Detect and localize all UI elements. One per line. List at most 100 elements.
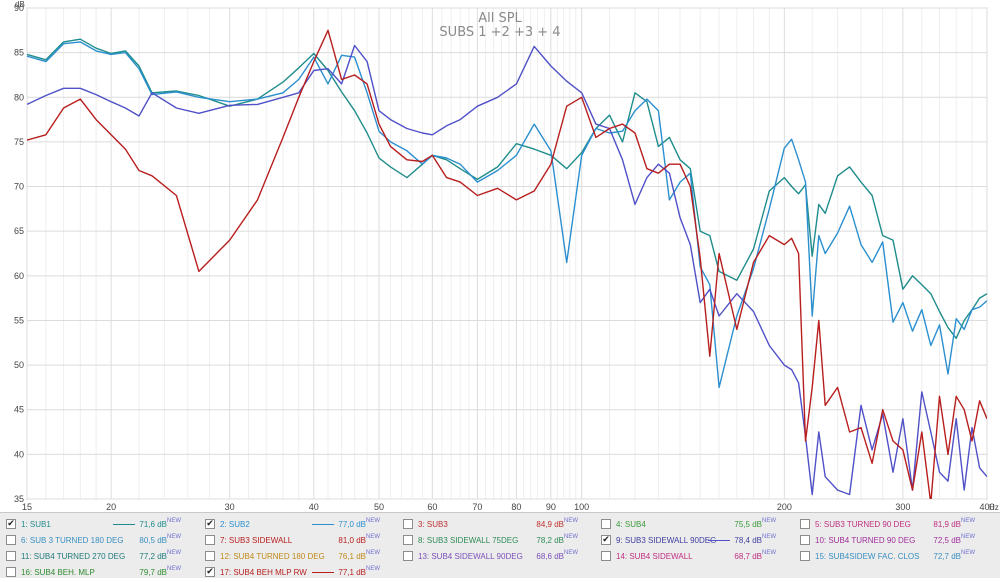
legend-new-tag: NEW bbox=[366, 550, 380, 556]
legend-item[interactable]: 14: SUB4 SIDEWALL 68,7 dBNEW bbox=[601, 547, 793, 566]
legend-checkbox[interactable]: ✔ bbox=[601, 535, 611, 545]
legend-row: ✔ 1: SUB1 71,6 dBNEW ✔ 2: SUB2 77,0 dBNEW 3: S… bbox=[0, 515, 1000, 534]
plot-area-background bbox=[26, 7, 988, 500]
legend-item[interactable]: ✔ 2: SUB2 77,0 dBNEW bbox=[205, 515, 397, 534]
series-line-sub4-beh-mlp-rw bbox=[27, 29, 987, 499]
legend-new-tag: NEW bbox=[961, 518, 975, 524]
x-tick-label: 30 bbox=[225, 502, 235, 512]
legend-checkbox[interactable] bbox=[6, 551, 16, 561]
legend-value: 78,2 dBNEW bbox=[536, 534, 578, 545]
legend-label: 13: SUB4 SIDEWALL 90DEG bbox=[418, 552, 523, 561]
legend-value: 77,0 dBNEW bbox=[338, 518, 380, 529]
legend-label: 14: SUB4 SIDEWALL bbox=[616, 552, 693, 561]
legend-item[interactable]: 13: SUB4 SIDEWALL 90DEG 68,6 dBNEW bbox=[403, 547, 595, 566]
x-tick-label: 90 bbox=[546, 502, 556, 512]
legend-label: 15: SUB4SIDEW FAC. CLOS bbox=[815, 552, 920, 561]
axis-ticks: 15 20 30 40 50 60 70 80 90 100 200 300 400 35 40 45 50 55… bbox=[14, 3, 995, 512]
legend-new-tag: NEW bbox=[762, 518, 776, 524]
legend-checkbox[interactable] bbox=[6, 535, 16, 545]
legend-item[interactable]: ✔ 17: SUB4 BEH MLP RW 77,1 dBNEW bbox=[205, 563, 397, 582]
legend-value: 76,1 dBNEW bbox=[338, 550, 380, 561]
legend-checkbox[interactable]: ✔ bbox=[205, 519, 215, 529]
x-tick-label: 100 bbox=[574, 502, 589, 512]
legend-checkbox[interactable] bbox=[601, 519, 611, 529]
legend-item[interactable]: 6: SUB 3 TURNED 180 DEG 80,5 dBNEW bbox=[6, 531, 198, 550]
legend-item[interactable]: 10: SUB4 TURNED 90 DEG 72,5 dBNEW bbox=[800, 531, 992, 550]
legend-checkbox[interactable] bbox=[800, 535, 810, 545]
legend-value: 77,2 dBNEW bbox=[139, 550, 181, 561]
x-tick-label: 20 bbox=[106, 502, 116, 512]
legend-value: 72,7 dBNEW bbox=[933, 550, 975, 561]
legend-line-swatch bbox=[113, 524, 135, 525]
legend-checkbox[interactable] bbox=[205, 551, 215, 561]
legend-line-swatch bbox=[312, 572, 334, 573]
y-tick-label: 75 bbox=[14, 137, 24, 147]
legend-item[interactable]: 8: SUB3 SIDEWALL 75DEG 78,2 dBNEW bbox=[403, 531, 595, 550]
legend-checkbox[interactable] bbox=[6, 567, 16, 577]
legend-new-tag: NEW bbox=[564, 518, 578, 524]
legend-new-tag: NEW bbox=[167, 566, 181, 572]
legend-checkbox[interactable]: ✔ bbox=[205, 567, 215, 577]
legend-item[interactable]: 11: SUB4 TURNED 270 DEG 77,2 dBNEW bbox=[6, 547, 198, 566]
legend-label: 12: SUB4 TURNED 180 DEG bbox=[220, 552, 325, 561]
legend-label: 9: SUB3 SIDEWALL 90DEG bbox=[616, 536, 717, 545]
y-tick-label: 35 bbox=[14, 494, 24, 504]
y-tick-label: 60 bbox=[14, 271, 24, 281]
legend-item[interactable]: 7: SUB3 SIDEWALL 81,0 dBNEW bbox=[205, 531, 397, 550]
legend-item[interactable]: 12: SUB4 TURNED 180 DEG 76,1 dBNEW bbox=[205, 547, 397, 566]
x-tick-label: 300 bbox=[895, 502, 910, 512]
legend-item[interactable]: ✔ 1: SUB1 71,6 dBNEW bbox=[6, 515, 198, 534]
legend-checkbox[interactable] bbox=[601, 551, 611, 561]
x-tick-label: 60 bbox=[427, 502, 437, 512]
legend-value: 68,7 dBNEW bbox=[734, 550, 776, 561]
legend-checkbox[interactable] bbox=[403, 535, 413, 545]
legend-checkbox[interactable] bbox=[205, 535, 215, 545]
series-line-sub3-sidewall-90deg bbox=[27, 44, 987, 496]
y-tick-label: 90 bbox=[14, 3, 24, 13]
legend-checkbox[interactable]: ✔ bbox=[6, 519, 16, 529]
legend-label: 8: SUB3 SIDEWALL 75DEG bbox=[418, 536, 519, 545]
x-tick-label: 40 bbox=[309, 502, 319, 512]
grid-lines bbox=[26, 7, 988, 500]
legend-line-swatch bbox=[708, 540, 730, 541]
y-tick-label: 80 bbox=[14, 92, 24, 102]
x-tick-label: 50 bbox=[374, 502, 384, 512]
legend-item[interactable]: ✔ 9: SUB3 SIDEWALL 90DEG 78,4 dBNEW bbox=[601, 531, 793, 550]
y-axis-unit-label: dB bbox=[15, 0, 25, 9]
legend-item[interactable]: 15: SUB4SIDEW FAC. CLOS 72,7 dBNEW bbox=[800, 547, 992, 566]
chart-subtitle: SUBS 1 +2 +3 + 4 bbox=[439, 25, 560, 40]
legend-new-tag: NEW bbox=[366, 566, 380, 572]
legend-checkbox[interactable] bbox=[403, 551, 413, 561]
legend-label: 17: SUB4 BEH MLP RW bbox=[220, 568, 307, 577]
legend-item[interactable]: 16: SUB4 BEH. MLP 79,7 dBNEW bbox=[6, 563, 198, 582]
x-axis-unit-label: Hz bbox=[989, 503, 999, 512]
y-tick-label: 70 bbox=[14, 182, 24, 192]
legend-item[interactable]: 3: SUB3 84,9 dBNEW bbox=[403, 515, 595, 534]
legend-new-tag: NEW bbox=[366, 518, 380, 524]
legend-item[interactable]: 5: SUB3 TURNED 90 DEG 81,9 dBNEW bbox=[800, 515, 992, 534]
y-tick-label: 45 bbox=[14, 405, 24, 415]
legend-new-tag: NEW bbox=[167, 534, 181, 540]
legend-checkbox[interactable] bbox=[800, 519, 810, 529]
legend-label: 6: SUB 3 TURNED 180 DEG bbox=[21, 536, 124, 545]
legend-new-tag: NEW bbox=[167, 518, 181, 524]
legend-new-tag: NEW bbox=[366, 534, 380, 540]
chart-title: All SPL bbox=[478, 11, 522, 26]
y-tick-label: 55 bbox=[14, 315, 24, 325]
legend-checkbox[interactable] bbox=[800, 551, 810, 561]
legend-label: 3: SUB3 bbox=[418, 520, 448, 529]
legend-value: 78,4 dBNEW bbox=[734, 534, 776, 545]
legend-checkbox[interactable] bbox=[403, 519, 413, 529]
legend-value: 77,1 dBNEW bbox=[338, 566, 380, 577]
legend-new-tag: NEW bbox=[167, 550, 181, 556]
legend-new-tag: NEW bbox=[762, 550, 776, 556]
legend-row: 6: SUB 3 TURNED 180 DEG 80,5 dBNEW 7: SUB3… bbox=[0, 531, 1000, 550]
legend-item[interactable]: 4: SUB4 75,5 dBNEW bbox=[601, 515, 793, 534]
legend-label: 11: SUB4 TURNED 270 DEG bbox=[21, 552, 126, 561]
legend-new-tag: NEW bbox=[564, 550, 578, 556]
legend-value: 68,6 dBNEW bbox=[536, 550, 578, 561]
legend-row: 11: SUB4 TURNED 270 DEG 77,2 dBNEW 12: SUB… bbox=[0, 547, 1000, 566]
legend-value: 71,6 dBNEW bbox=[139, 518, 181, 529]
y-tick-label: 85 bbox=[14, 48, 24, 58]
spl-chart: 15 20 30 40 50 60 70 80 90 100 200 300 400 35 40 45 50 55… bbox=[14, 0, 999, 512]
